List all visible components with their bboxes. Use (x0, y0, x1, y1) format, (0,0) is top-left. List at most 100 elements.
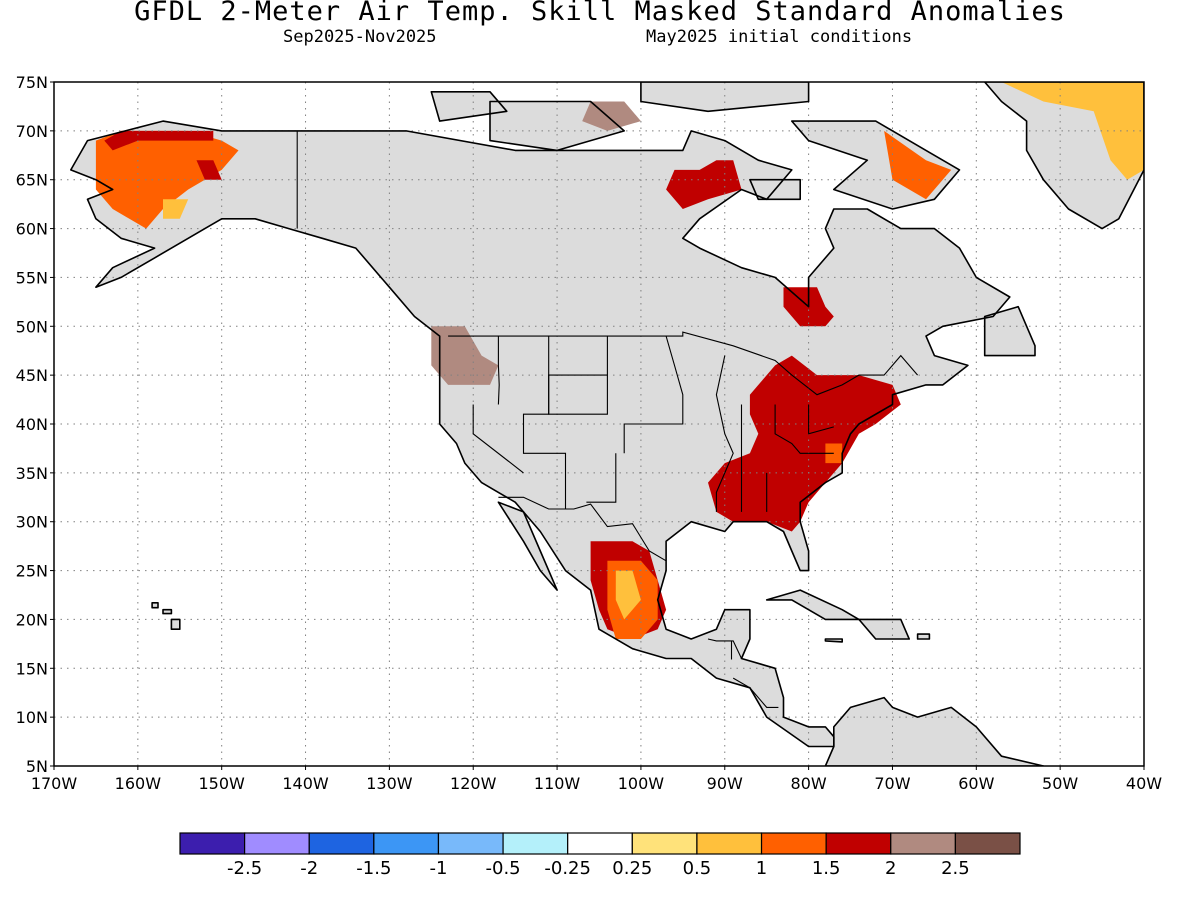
colorbar-swatch (696, 832, 763, 855)
colorbar-swatch (631, 832, 698, 855)
colorbar-label: 1.5 (812, 858, 841, 879)
colorbar-swatch (825, 832, 892, 855)
lon-tick-label: 140W (282, 774, 329, 793)
chart-title: GFDL 2-Meter Air Temp. Skill Masked Stan… (134, 0, 1066, 27)
coastline-banks-island (430, 91, 508, 122)
lon-tick-label: 150W (199, 774, 246, 793)
anomaly-northern-mexico-core (615, 570, 641, 620)
colorbar-label: -0.5 (486, 858, 521, 879)
coastline-hawaii-maui (162, 608, 173, 615)
lon-tick-label: 80W (791, 774, 827, 793)
colorbar-swatch (567, 832, 633, 855)
coastline-ellesmere-area (640, 82, 810, 113)
colorbar-swatch (502, 832, 569, 855)
lat-tick-label: 50N (16, 317, 48, 336)
lon-tick-label: 70W (874, 774, 910, 793)
colorbar-swatch (890, 832, 956, 855)
lat-tick-label: 65N (16, 171, 48, 190)
land-cuba (766, 590, 859, 620)
colorbar-label: -1.5 (356, 858, 391, 879)
colorbar-swatch (760, 832, 827, 855)
initial-conditions: May2025 initial conditions (646, 27, 913, 47)
coastline-south-america-north (824, 696, 1045, 766)
colorbar-swatch (954, 832, 1021, 855)
political-border (497, 336, 500, 405)
forecast-period: Sep2025-Nov2025 (283, 27, 437, 47)
colorbar-label: 0.5 (683, 858, 712, 879)
colorbar-label: 1 (756, 858, 767, 879)
coastline-victoria-island (489, 100, 625, 152)
lon-tick-label: 130W (366, 774, 413, 793)
anomaly-alaska-anomaly (95, 130, 239, 229)
political-border (715, 355, 734, 512)
land-puerto-rico (917, 634, 930, 639)
coastline-southampton-island (749, 178, 801, 201)
political-border (498, 496, 667, 562)
lat-tick-label: 20N (16, 610, 48, 629)
coastline-hispaniola (858, 618, 910, 640)
political-border (774, 404, 834, 454)
land-ellesmere-area (640, 82, 809, 112)
lat-tick-label: 30N (16, 513, 48, 532)
colorbar-label: -2.5 (227, 858, 262, 879)
coastline-baffin-island (791, 120, 961, 210)
land-hawaii-oahu (152, 602, 158, 608)
colorbar-label: -1 (429, 858, 447, 879)
lat-tick-label: 35N (16, 464, 48, 483)
lon-tick-label: 60W (958, 774, 994, 793)
lat-tick-label: 55N (16, 268, 48, 287)
anomaly-baffin-anomaly (884, 130, 952, 200)
lon-tick-label: 90W (707, 774, 743, 793)
lat-tick-label: 40N (16, 415, 48, 434)
coastline-greenland (983, 82, 1144, 230)
anomaly-hudson-west (666, 160, 742, 209)
lat-tick-label: 75N (16, 73, 48, 92)
colorbar-swatch (308, 832, 375, 855)
coastline-hawaii-oahu (151, 602, 159, 609)
land-south-america-north (825, 697, 1044, 766)
political-border (623, 335, 684, 454)
lon-tick-label: 160W (115, 774, 162, 793)
lat-tick-label: 10N (16, 708, 48, 727)
lat-tick-label: 25N (16, 562, 48, 581)
coastline-puerto-rico (916, 633, 931, 640)
land-north-america (70, 121, 1010, 747)
colorbar-label: -2 (300, 858, 318, 879)
coastline-hawaii-big (170, 618, 181, 630)
political-border (448, 331, 919, 396)
political-border (472, 404, 524, 474)
land-hawaii-big (171, 619, 180, 630)
colorbar-swatch (437, 832, 504, 855)
anomaly-alaska-north-strong (104, 130, 214, 151)
coastline-baja-california (497, 501, 558, 591)
colorbar-label: 2.5 (941, 858, 970, 879)
anomaly-greenland-anomaly (1001, 82, 1144, 180)
colorbar-swatch (373, 832, 440, 855)
political-border (732, 677, 779, 708)
anomaly-canada-north-brown (582, 101, 641, 131)
land-hawaii-maui (163, 609, 172, 614)
lon-tick-label: 100W (618, 774, 665, 793)
anomaly-alaska-east (196, 160, 222, 180)
colorbar-label: -0.25 (544, 858, 591, 879)
political-border (586, 453, 617, 503)
anomaly-pacific-nw-anomaly (431, 326, 499, 385)
lon-tick-label: 170W (31, 774, 78, 793)
anomaly-alaska-core (163, 199, 189, 219)
political-border (808, 404, 834, 435)
anomaly-eastern-us-anomaly (708, 355, 901, 532)
land-newfoundland (984, 306, 1035, 356)
land-hispaniola (858, 619, 910, 639)
coastline-jamaica (824, 638, 843, 643)
colorbar-label: 2 (885, 858, 896, 879)
lat-tick-label: 15N (16, 659, 48, 678)
lon-tick-label: 50W (1042, 774, 1078, 793)
colorbar-swatch (244, 832, 310, 855)
lon-tick-label: 110W (534, 774, 581, 793)
lat-tick-label: 5N (26, 757, 48, 776)
colorbar-swatch (179, 832, 246, 855)
political-border (707, 638, 742, 659)
lon-tick-label: 120W (450, 774, 497, 793)
lat-tick-label: 60N (16, 220, 48, 239)
